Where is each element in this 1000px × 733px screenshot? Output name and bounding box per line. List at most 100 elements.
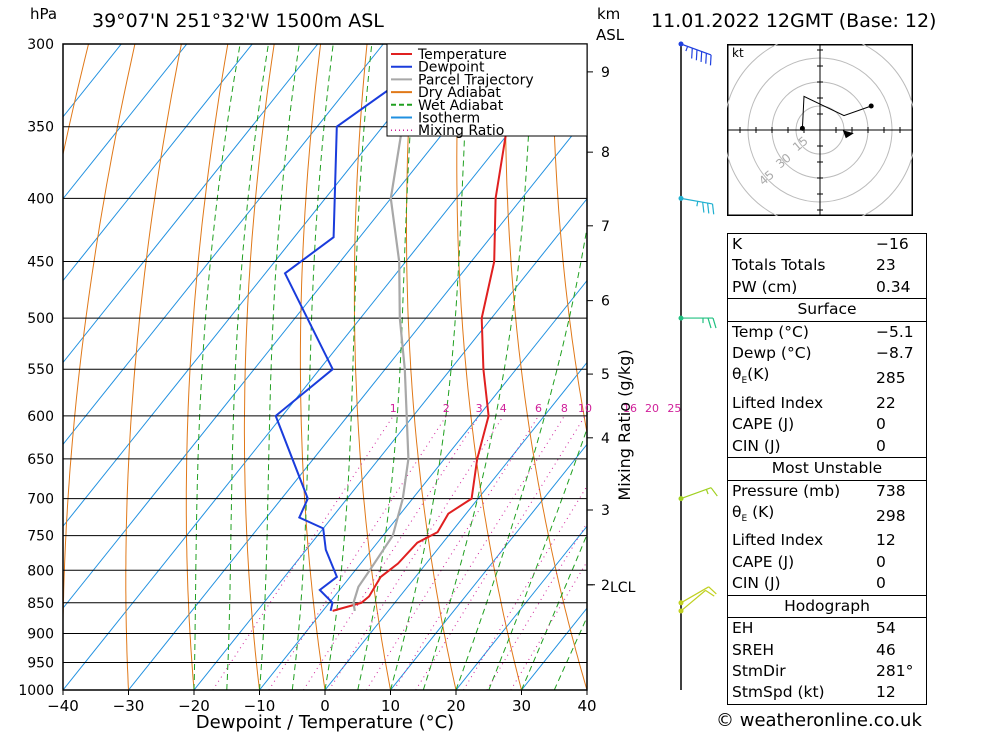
wet-adiabat-line (553, 616, 587, 690)
pressure-tick-label: 700 (27, 492, 54, 508)
km-tick-label: 9 (601, 65, 610, 81)
surface-label: Dewp (°C) (732, 344, 812, 363)
isotherm-line (390, 443, 587, 690)
surface-row: CAPE (J) 0 (728, 414, 927, 435)
wind-barb-flag (711, 203, 715, 215)
dry-adiabat-line (125, 44, 182, 690)
asl-unit-label: ASL (596, 26, 625, 44)
general-value: 0.34 (876, 277, 911, 296)
dry-adiabat-line (924, 44, 1000, 690)
km-tick-label: 8 (601, 145, 610, 161)
unstable-indices: Pressure (mb) 738 θE (K) 298 Lifted Index 12 C… (727, 480, 927, 596)
mixing-ratio-label: 4 (500, 402, 507, 415)
pressure-tick-label: 350 (27, 120, 54, 136)
pressure-tick-label: 850 (27, 596, 54, 612)
hodo-label: EH (732, 619, 754, 638)
km-tick-label: 7 (601, 219, 610, 235)
wind-barb-staff (680, 487, 712, 500)
chart-profiles (274, 44, 526, 612)
pressure-tick-label: 900 (27, 626, 54, 642)
unstable-row: θE (K) 298 (728, 502, 927, 531)
mixing-ratio-axis-label: Mixing Ratio (g/kg) (615, 349, 634, 500)
unstable-label: CAPE (J) (732, 552, 795, 571)
wind-barb-staff (680, 586, 710, 604)
general-indices: K −16 Totals Totals 23 PW (cm) 0.34 (727, 233, 927, 299)
wind-barb-flag (705, 589, 715, 597)
pressure-tick-label: 650 (27, 452, 54, 468)
general-label: Totals Totals (732, 256, 826, 275)
unstable-label: θE (K) (732, 502, 775, 525)
pressure-tick-label: 600 (27, 409, 54, 425)
hodo-label: StmSpd (kt) (732, 683, 825, 702)
hodo-value: 46 (876, 640, 896, 659)
mixing-ratio-line (365, 415, 539, 690)
wet-adiabat-line (193, 44, 241, 690)
surface-value: 0 (876, 436, 886, 455)
mixing-ratio-line (303, 415, 480, 690)
wind-barb-staff (680, 589, 706, 612)
dry-adiabat-line (185, 44, 229, 690)
hodograph-point (868, 103, 874, 109)
wind-barb-half-flag (685, 46, 689, 52)
wet-adiabat-line (521, 533, 587, 690)
isotherm-line (63, 44, 188, 200)
chart-frame (62, 43, 588, 691)
general-label: K (732, 235, 743, 253)
x-tick-label: −20 (178, 697, 210, 715)
unstable-row: Lifted Index 12 (728, 530, 927, 551)
mixing-ratio-label: 2 (443, 402, 450, 415)
unstable-label: CIN (J) (732, 574, 781, 593)
series-dewpoint (274, 44, 469, 612)
isotherm-line (63, 44, 515, 609)
dry-adiabat-line (63, 44, 136, 690)
pressure-tick-label: 750 (27, 529, 54, 545)
pressure-tick-label: 450 (27, 255, 54, 271)
legend-entry: Temperature (417, 47, 507, 63)
mixing-ratio-label: 10 (578, 402, 592, 415)
hodograph-title: Hodograph (727, 594, 927, 618)
wind-barb-flag (707, 317, 712, 329)
hodograph-indices: EH 54 SREH 46 StmDir 281° StmSpd (kt) 12 (727, 617, 927, 705)
surface-section: Surface (727, 298, 927, 322)
general-row: K −16 (728, 234, 927, 256)
mixing-ratio-line (510, 560, 587, 690)
km-tick-label: 6 (601, 294, 610, 310)
legend-box (386, 43, 588, 137)
wind-profile (678, 41, 718, 690)
pressure-tick-label: 300 (27, 37, 54, 53)
hodograph-trace (801, 95, 872, 129)
surface-label: Temp (°C) (732, 322, 809, 341)
x-tick-label: 20 (446, 697, 465, 715)
unstable-value: 298 (876, 506, 906, 525)
isotherm-line (455, 525, 587, 690)
surface-label: CAPE (J) (732, 415, 795, 434)
unstable-row: Pressure (mb) 738 (728, 480, 927, 502)
storm-motion-marker (842, 130, 854, 139)
indices-table: K −16 Totals Totals 23 PW (cm) 0.34 Surface T… (727, 233, 927, 705)
hodograph-point (799, 125, 805, 131)
dry-adiabat-line (971, 44, 1000, 690)
surface-value: 0 (876, 415, 886, 434)
series-parcel-trajectory (352, 44, 418, 612)
general-value: −16 (876, 235, 909, 253)
isotherm-line (324, 361, 587, 690)
wet-adiabat-line (455, 225, 587, 690)
mixing-ratio-label: 20 (645, 402, 659, 415)
location-title: 39°07'N 251°32'W 1500m ASL (92, 10, 384, 32)
pressure-tick-label: 950 (27, 655, 54, 671)
hodograph-section: Hodograph (727, 594, 927, 618)
unstable-row: CIN (J) 0 (728, 573, 927, 595)
wind-barb-flag (691, 48, 693, 59)
km-tick-label: 3 (601, 503, 610, 519)
hodo-row: StmSpd (kt) 12 (728, 682, 927, 704)
legend-entry: Mixing Ratio (418, 123, 504, 139)
km-tick-label: 5 (601, 367, 610, 383)
isotherm-line (63, 44, 319, 364)
surface-value: 285 (876, 368, 906, 387)
wind-barb-flag (702, 202, 705, 213)
surface-row: Temp (°C) −5.1 (728, 321, 927, 343)
surface-indices: Temp (°C) −5.1 Dewp (°C) −8.7 θE(K) 285 Lifted… (727, 321, 927, 458)
mixing-ratio-label: 25 (667, 402, 681, 415)
surface-value: 22 (876, 393, 896, 412)
